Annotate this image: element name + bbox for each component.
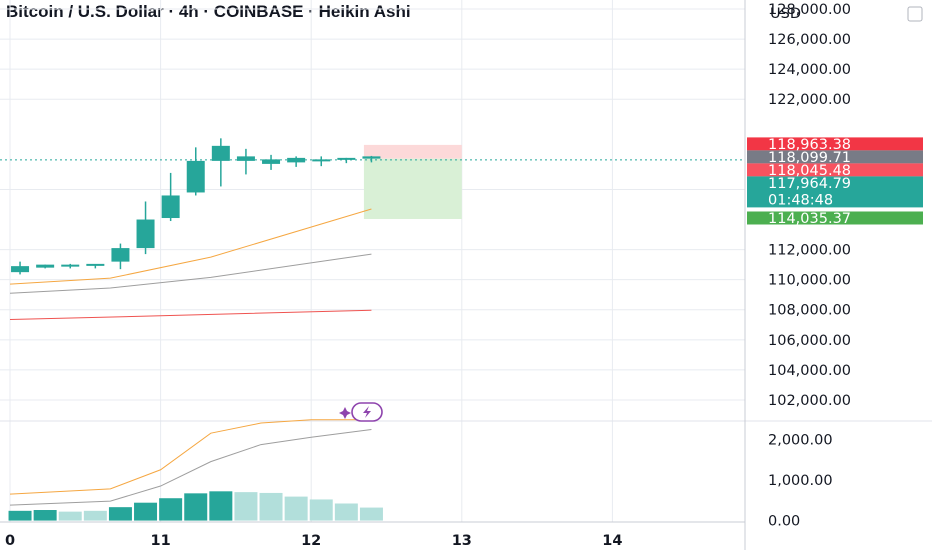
volume-bar[interactable] (159, 498, 183, 521)
volume-bar[interactable] (284, 496, 308, 521)
volume-axis-label: 2,000.00 (768, 432, 833, 448)
volume-bar[interactable] (209, 491, 233, 521)
candle-body[interactable] (11, 266, 30, 273)
candle-body[interactable] (186, 160, 205, 193)
volume-pane[interactable] (8, 419, 383, 521)
volume-bar[interactable] (359, 507, 383, 521)
candle-body[interactable] (211, 145, 230, 161)
candle-body[interactable] (86, 263, 105, 266)
time-axis-label: 12 (301, 533, 321, 549)
volume-bar[interactable] (8, 510, 32, 521)
price-axis-label: 108,000.00 (768, 303, 851, 319)
price-axis-label: 124,000.00 (768, 62, 851, 78)
candles[interactable] (11, 138, 381, 275)
volume-bar[interactable] (33, 510, 57, 521)
price-tag-value: 118,099.71 (768, 150, 851, 166)
lightning-bolt (363, 406, 371, 418)
volume-bar[interactable] (184, 493, 208, 521)
price-tag (747, 163, 923, 177)
volume-bar[interactable] (234, 492, 258, 521)
moving-average-line (9, 253, 372, 294)
volume-ma-line (9, 429, 372, 506)
price-axis-label: 122,000.00 (768, 92, 851, 108)
price-axis-label: 110,000.00 (768, 273, 851, 289)
price-axis-label: 128,000.00 (768, 2, 851, 18)
price-axis-label: 126,000.00 (768, 32, 851, 48)
candle-body[interactable] (111, 248, 130, 262)
price-tag-value: 118,963.38 (768, 137, 851, 153)
moving-average-line (9, 309, 372, 321)
price-tag (747, 211, 923, 225)
candle-body[interactable] (36, 264, 55, 268)
candle-body[interactable] (337, 157, 356, 160)
price-tags: 118,963.38118,099.71118,045.48117,964.79… (747, 137, 923, 227)
position-tool[interactable] (363, 144, 462, 219)
volume-bar[interactable] (108, 507, 132, 521)
candle-body[interactable] (262, 159, 281, 164)
axis-settings-icon[interactable] (907, 6, 923, 22)
volume-ma-line (9, 419, 372, 495)
volume-bar[interactable] (259, 492, 283, 521)
volume-bar[interactable] (334, 503, 358, 521)
price-axis-label: 104,000.00 (768, 363, 851, 379)
price-tag-value: 118,045.48 (768, 163, 851, 179)
price-axis-currency[interactable]: USD (770, 6, 801, 22)
moving-average-line (9, 208, 372, 285)
volume-bar[interactable] (58, 511, 82, 521)
take-profit-zone[interactable] (363, 158, 462, 219)
chart-title: Bitcoin / U.S. Dollar · 4h · COINBASE · … (6, 2, 411, 21)
price-tag (747, 176, 923, 208)
candle-body[interactable] (161, 195, 180, 219)
stop-loss-zone[interactable] (363, 144, 462, 159)
axes: USD128,000.00126,000.00124,000.00122,000… (5, 2, 923, 549)
time-axis-label: 11 (151, 533, 171, 549)
price-tag-value: 117,964.79 (768, 176, 851, 192)
candle-body[interactable] (136, 219, 155, 249)
price-axis-label: 112,000.00 (768, 243, 851, 259)
candle-body[interactable] (236, 156, 255, 161)
moving-averages (9, 208, 372, 321)
volume-axis-label: 0.00 (768, 514, 800, 530)
candle-body[interactable] (362, 156, 381, 159)
volume-bar[interactable] (134, 502, 158, 521)
time-axis-label: 14 (602, 533, 622, 549)
volume-axis-label: 1,000.00 (768, 473, 833, 489)
price-axis-label: 102,000.00 (768, 393, 851, 409)
sparkle (339, 407, 351, 419)
volume-bar[interactable] (83, 510, 107, 521)
price-tag (747, 150, 923, 164)
price-tag (747, 137, 923, 151)
lightning-icon[interactable] (339, 402, 383, 422)
volume-bar[interactable] (309, 499, 333, 521)
price-axis-label: 106,000.00 (768, 333, 851, 349)
time-axis-label: 0 (5, 533, 15, 549)
price-tag-countdown: 01:48:48 (768, 192, 833, 208)
price-tag-value: 114,035.37 (768, 211, 851, 227)
time-axis-label: 13 (452, 533, 472, 549)
candle-body[interactable] (61, 264, 80, 267)
